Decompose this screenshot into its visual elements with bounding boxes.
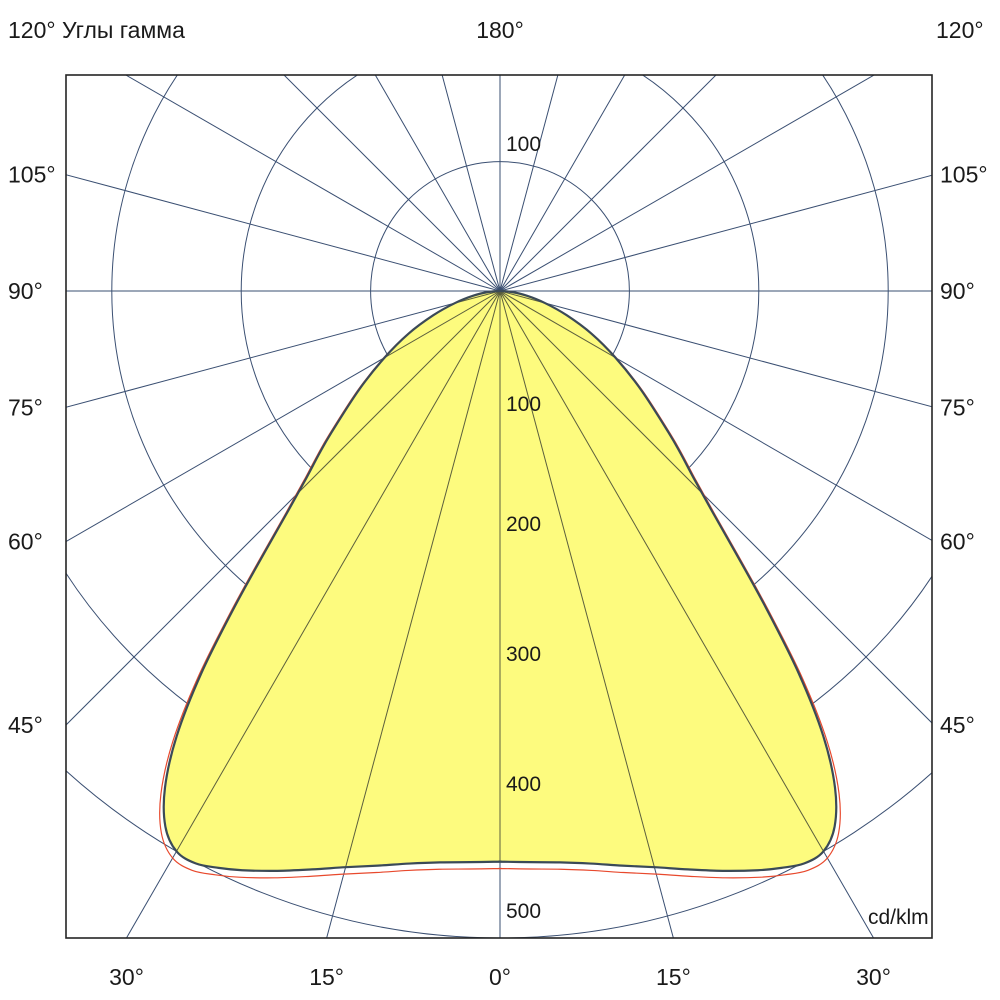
svg-text:100: 100 bbox=[506, 393, 541, 416]
svg-text:60°: 60° bbox=[940, 529, 975, 555]
svg-text:75°: 75° bbox=[8, 394, 43, 420]
svg-text:400: 400 bbox=[506, 773, 541, 796]
svg-text:30°: 30° bbox=[109, 964, 144, 990]
svg-text:120°: 120° bbox=[936, 17, 984, 43]
svg-text:120°: 120° bbox=[8, 17, 56, 43]
svg-text:300: 300 bbox=[506, 643, 541, 666]
svg-text:Углы гамма: Углы гамма bbox=[62, 17, 185, 43]
svg-text:105°: 105° bbox=[940, 162, 988, 188]
svg-text:90°: 90° bbox=[8, 278, 43, 304]
svg-text:500: 500 bbox=[506, 900, 541, 923]
svg-text:180°: 180° bbox=[476, 17, 524, 43]
svg-text:75°: 75° bbox=[940, 394, 975, 420]
svg-text:45°: 45° bbox=[940, 712, 975, 738]
svg-text:105°: 105° bbox=[8, 162, 56, 188]
svg-text:cd/klm: cd/klm bbox=[868, 906, 929, 929]
svg-text:0°: 0° bbox=[489, 964, 511, 990]
svg-text:100: 100 bbox=[506, 133, 541, 156]
svg-text:200: 200 bbox=[506, 513, 541, 536]
svg-text:15°: 15° bbox=[309, 964, 344, 990]
svg-text:90°: 90° bbox=[940, 278, 975, 304]
svg-text:60°: 60° bbox=[8, 529, 43, 555]
svg-text:45°: 45° bbox=[8, 712, 43, 738]
svg-text:15°: 15° bbox=[656, 964, 691, 990]
svg-text:30°: 30° bbox=[856, 964, 891, 990]
